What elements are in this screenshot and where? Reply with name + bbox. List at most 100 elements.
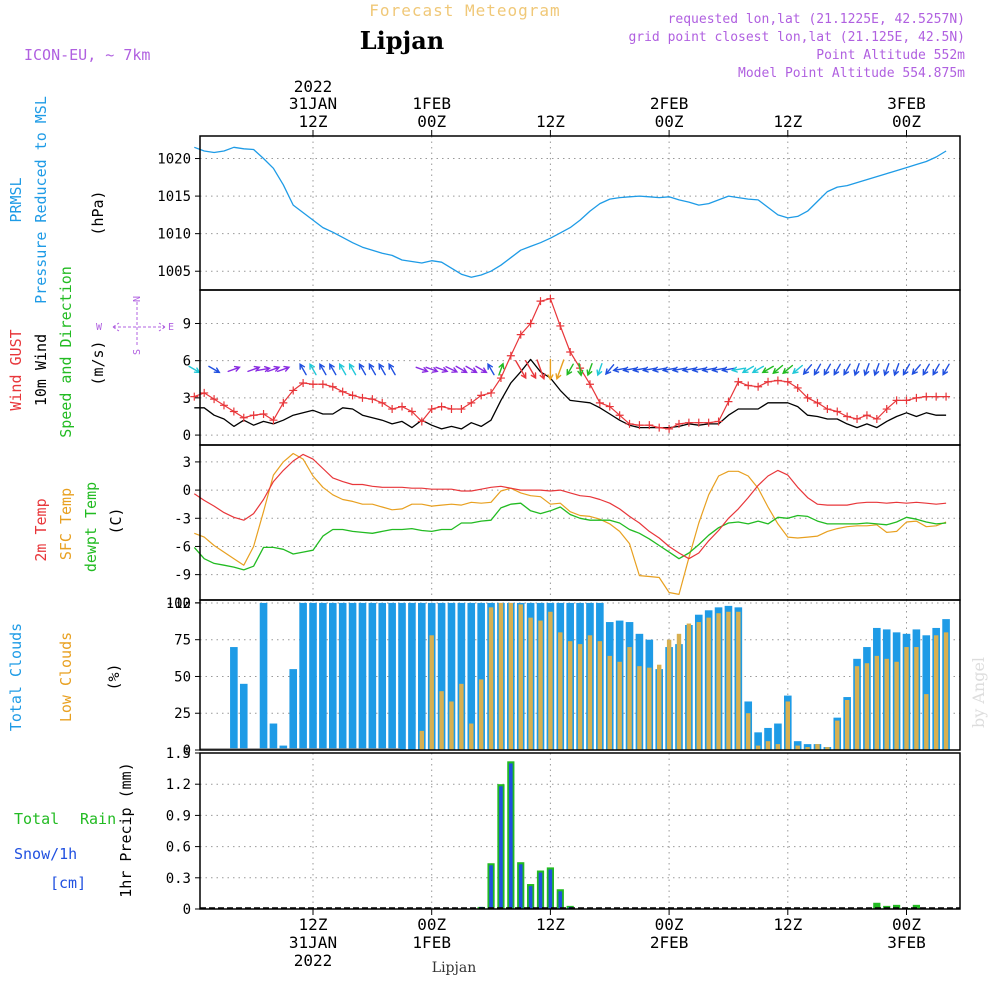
total-precip-bar: [873, 902, 881, 909]
wind-direction-arrow: [833, 363, 841, 376]
bottom-time-label: 00Z: [892, 915, 921, 934]
y-tick-label: 0.6: [166, 840, 191, 856]
gust-marker: [872, 414, 881, 423]
gust-marker: [665, 424, 674, 433]
y-tick-label: -9: [174, 568, 191, 584]
gust-marker: [843, 412, 852, 421]
low-cloud-bar: [488, 607, 494, 750]
total-cloud-bar: [378, 602, 387, 750]
gust-marker: [190, 392, 199, 401]
gust-marker: [506, 351, 515, 360]
wind-direction-arrow: [721, 366, 736, 373]
wind-direction-arrow: [498, 362, 505, 376]
total-cloud-bar: [368, 602, 377, 750]
gust-marker: [427, 405, 436, 414]
pressure-unit-label: (hPa): [89, 190, 107, 235]
total-cloud-bar: [447, 602, 456, 750]
gust-marker: [279, 398, 288, 407]
cloud-axis-label: Low Clouds: [57, 632, 75, 722]
total-cloud-bar: [457, 602, 466, 750]
wind-direction-arrow: [802, 364, 813, 376]
bottom-time-label: 12Z: [299, 915, 328, 934]
gust-marker: [932, 392, 941, 401]
wind-direction-arrow: [823, 363, 832, 376]
gust-marker: [318, 380, 327, 389]
precip-snow-label: Snow/1h: [14, 845, 77, 863]
low-cloud-bar: [844, 700, 850, 750]
gust-marker: [862, 411, 871, 420]
grid-point-lonlat: grid point closest lon,lat (21.125E, 42.…: [628, 30, 965, 45]
footer-location: Lipjan: [432, 960, 476, 976]
low-cloud-bar: [884, 658, 889, 750]
wind-direction-arrow: [566, 363, 574, 376]
wind-direction-arrow: [358, 362, 367, 376]
low-cloud-bar: [924, 694, 929, 750]
y-tick-label: 0.9: [166, 808, 191, 824]
wind-direction-arrow: [388, 362, 396, 376]
gust-marker: [328, 382, 337, 391]
gust-marker: [210, 395, 219, 404]
wind-direction-arrow: [309, 362, 317, 376]
gust-marker: [407, 407, 416, 416]
compass-cross-icon: [112, 302, 166, 345]
y-tick-label: 25: [174, 706, 191, 722]
wind-direction-arrow: [641, 366, 656, 373]
total-cloud-bar: [764, 727, 772, 750]
precip-snow-unit-label: [cm]: [50, 874, 86, 892]
meteogram-title: Forecast Meteogram: [369, 1, 560, 20]
gust-marker: [378, 398, 387, 407]
y-tick-label: 0: [183, 743, 191, 759]
total-cloud-bar: [754, 732, 762, 750]
wind-direction-arrow: [425, 366, 439, 373]
gust-axis-label: Wind GUST: [7, 329, 25, 410]
low-cloud-bar: [538, 620, 543, 750]
total-cloud-bar: [309, 602, 317, 750]
low-cloud-bar: [419, 730, 425, 750]
low-cloud-bar: [854, 666, 860, 750]
wind-direction-arrow: [671, 366, 686, 373]
total-cloud-bar: [388, 602, 396, 750]
snow-precip-bar: [548, 869, 553, 909]
total-cloud-bar: [922, 635, 931, 750]
compass-north-label: N: [132, 296, 143, 302]
gust-marker: [338, 387, 347, 396]
wind-direction-arrow: [555, 359, 565, 381]
panel-frame: [199, 444, 961, 601]
bottom-date-label: 31JAN: [289, 933, 337, 952]
low-cloud-bar: [874, 655, 880, 750]
compass-west-label: W: [96, 322, 103, 333]
total-cloud-bar: [774, 723, 782, 750]
wind-direction-arrow: [863, 363, 870, 377]
gust-marker: [299, 379, 308, 387]
y-tick-label: -3: [174, 511, 191, 527]
precip-total-label: Total: [14, 810, 59, 828]
bottom-time-label: 12Z: [773, 915, 802, 934]
gust-marker: [704, 418, 713, 427]
gust-marker: [398, 402, 407, 411]
wind-direction-arrow: [942, 363, 950, 376]
gust-marker: [546, 294, 555, 303]
wind-direction-arrow: [445, 366, 459, 373]
top-year-label: 2022: [294, 77, 333, 96]
temp-2m-line: [193, 453, 947, 560]
wind-direction-arrow: [455, 365, 468, 374]
y-tick-label: 1005: [157, 264, 191, 280]
wind-direction-arrow: [741, 365, 755, 374]
low-cloud-bar: [943, 632, 949, 750]
y-tick-label: 1.5: [166, 746, 191, 762]
bottom-year-label: 2022: [294, 951, 333, 970]
gust-marker: [219, 401, 228, 410]
top-date-label: 1FEB: [412, 94, 451, 113]
y-tick-label: 3: [183, 455, 191, 471]
low-cloud-bar: [508, 602, 514, 750]
total-cloud-bar: [269, 723, 278, 750]
wind-direction-arrow: [277, 365, 291, 373]
gust-marker: [447, 405, 456, 414]
low-cloud-bar: [914, 647, 919, 750]
low-cloud-bar: [864, 663, 870, 750]
total-cloud-bar: [328, 602, 337, 750]
low-cloud-bar: [716, 613, 721, 750]
low-cloud-bar: [706, 617, 711, 750]
